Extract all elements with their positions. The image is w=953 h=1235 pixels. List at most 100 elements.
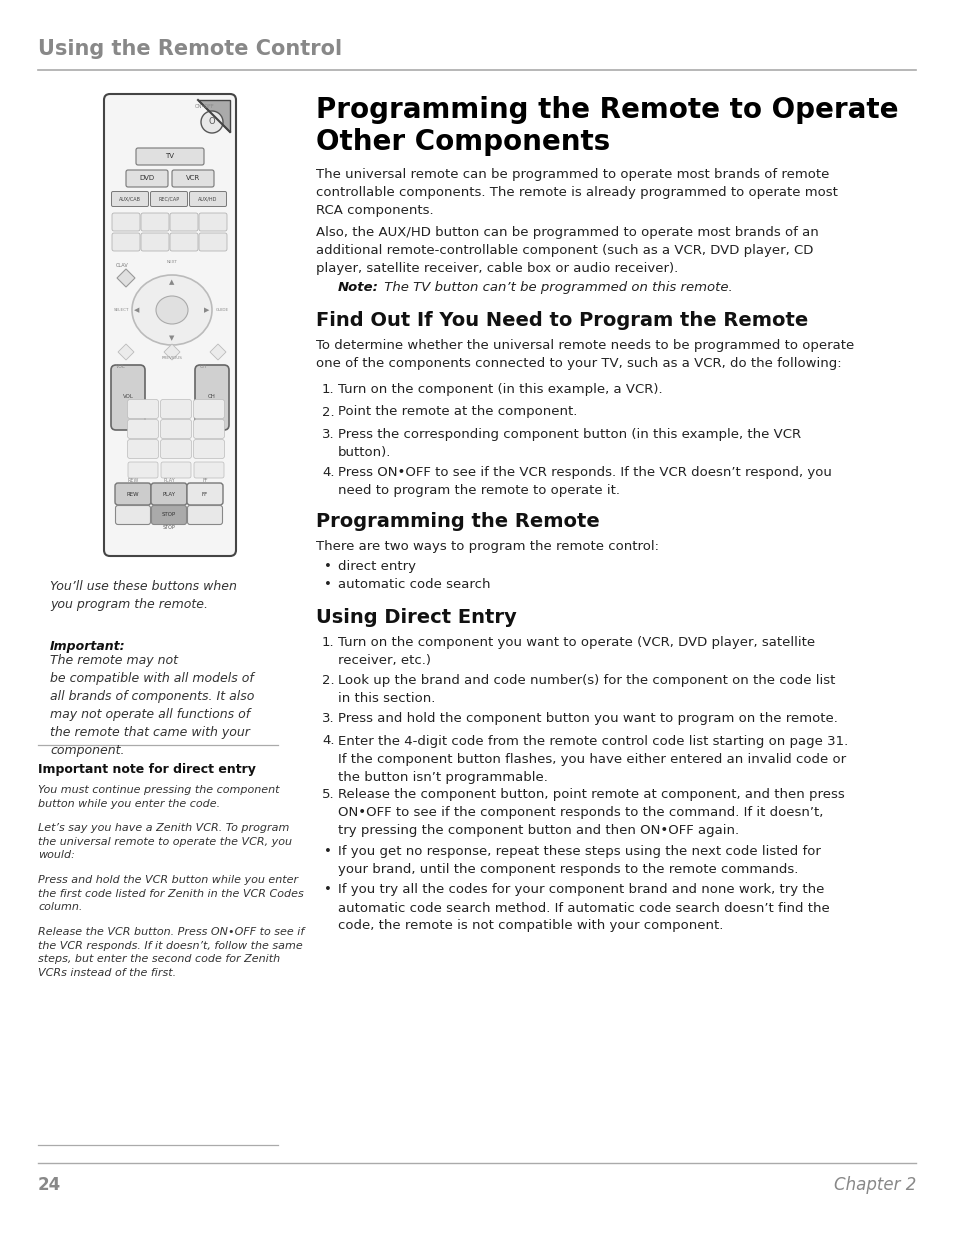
FancyBboxPatch shape (199, 233, 227, 251)
Text: GUIDE: GUIDE (215, 308, 229, 312)
Text: Point the remote at the component.: Point the remote at the component. (337, 405, 577, 419)
Text: Note:: Note: (337, 282, 378, 294)
FancyBboxPatch shape (128, 440, 158, 458)
Ellipse shape (156, 296, 188, 324)
Text: STOP: STOP (162, 525, 175, 530)
Text: Chapter 2: Chapter 2 (833, 1176, 915, 1194)
Text: 5.: 5. (322, 788, 335, 802)
Text: direct entry: direct entry (337, 559, 416, 573)
Text: You must continue pressing the component
button while you enter the code.: You must continue pressing the component… (38, 785, 279, 809)
Text: 24: 24 (38, 1176, 61, 1194)
Text: SELECT: SELECT (114, 308, 130, 312)
Text: 4.: 4. (322, 735, 335, 747)
Text: VOL: VOL (122, 394, 133, 399)
Text: CH: CH (200, 364, 207, 369)
Text: AUX/HD: AUX/HD (198, 196, 217, 201)
Text: Programming the Remote to Operate: Programming the Remote to Operate (315, 96, 898, 124)
FancyBboxPatch shape (190, 191, 226, 206)
FancyBboxPatch shape (172, 170, 213, 186)
FancyBboxPatch shape (136, 148, 204, 165)
Text: PLAY: PLAY (163, 478, 174, 483)
Text: Enter the 4-digit code from the remote control code list starting on page 31.
If: Enter the 4-digit code from the remote c… (337, 735, 847, 783)
FancyBboxPatch shape (151, 191, 188, 206)
Text: Press and hold the VCR button while you enter
the first code listed for Zenith i: Press and hold the VCR button while you … (38, 876, 303, 913)
Text: Programming the Remote: Programming the Remote (315, 513, 599, 531)
FancyBboxPatch shape (128, 420, 158, 438)
Text: •: • (324, 883, 332, 897)
Text: FF: FF (202, 492, 208, 496)
Text: REW: REW (127, 478, 138, 483)
FancyBboxPatch shape (112, 233, 140, 251)
Text: PREVIOUS: PREVIOUS (161, 356, 182, 359)
Text: Release the component button, point remote at component, and then press
ON•OFF t: Release the component button, point remo… (337, 788, 843, 837)
FancyBboxPatch shape (193, 399, 224, 419)
Polygon shape (210, 345, 226, 359)
Text: •: • (324, 578, 332, 592)
Text: automatic code search: automatic code search (337, 578, 490, 592)
Text: Press ON•OFF to see if the VCR responds. If the VCR doesn’t respond, you
need to: Press ON•OFF to see if the VCR responds.… (337, 466, 831, 496)
FancyBboxPatch shape (160, 420, 192, 438)
Text: If you try all the codes for your component brand and none work, try the
automat: If you try all the codes for your compon… (337, 883, 829, 932)
FancyBboxPatch shape (160, 399, 192, 419)
Text: ▶: ▶ (204, 308, 210, 312)
Text: •: • (324, 846, 332, 858)
Text: •: • (324, 559, 332, 573)
Text: VCR: VCR (186, 175, 200, 182)
Text: To determine whether the universal remote needs to be programmed to operate
one : To determine whether the universal remot… (315, 338, 853, 370)
Text: Turn on the component (in this example, a VCR).: Turn on the component (in this example, … (337, 383, 662, 396)
FancyBboxPatch shape (170, 233, 198, 251)
Text: Using Direct Entry: Using Direct Entry (315, 608, 517, 627)
Text: ON•OFF: ON•OFF (194, 104, 214, 109)
Text: Release the VCR button. Press ON•OFF to see if
the VCR responds. If it doesn’t, : Release the VCR button. Press ON•OFF to … (38, 927, 304, 978)
FancyBboxPatch shape (115, 505, 151, 525)
Text: 3.: 3. (322, 429, 335, 441)
Text: FF: FF (202, 478, 208, 483)
FancyBboxPatch shape (112, 191, 149, 206)
Text: Find Out If You Need to Program the Remote: Find Out If You Need to Program the Remo… (315, 311, 807, 330)
Polygon shape (118, 345, 133, 359)
FancyBboxPatch shape (126, 170, 168, 186)
Text: CH: CH (208, 394, 215, 399)
Text: There are two ways to program the remote control:: There are two ways to program the remote… (315, 540, 659, 553)
Polygon shape (198, 100, 230, 132)
FancyBboxPatch shape (115, 483, 151, 505)
FancyBboxPatch shape (193, 440, 224, 458)
Text: 2.: 2. (322, 674, 335, 687)
Text: VOL: VOL (116, 364, 126, 369)
Text: 1.: 1. (322, 636, 335, 650)
Text: Press the corresponding component button (in this example, the VCR
button).: Press the corresponding component button… (337, 429, 801, 459)
Text: STOP: STOP (162, 513, 176, 517)
FancyBboxPatch shape (128, 399, 158, 419)
Text: Using the Remote Control: Using the Remote Control (38, 40, 342, 59)
Text: The universal remote can be programmed to operate most brands of remote
controll: The universal remote can be programmed t… (315, 168, 837, 217)
FancyBboxPatch shape (141, 233, 169, 251)
Text: DVD: DVD (139, 175, 154, 182)
Ellipse shape (132, 275, 212, 345)
Text: TV: TV (165, 153, 174, 159)
FancyBboxPatch shape (112, 212, 140, 231)
Text: Turn on the component you want to operate (VCR, DVD player, satellite
receiver, : Turn on the component you want to operat… (337, 636, 814, 667)
Text: Also, the AUX/HD button can be programmed to operate most brands of an
additiona: Also, the AUX/HD button can be programme… (315, 226, 818, 275)
Text: Important:: Important: (50, 640, 126, 653)
Text: You’ll use these buttons when
you program the remote.: You’ll use these buttons when you progra… (50, 580, 236, 611)
FancyBboxPatch shape (152, 505, 186, 525)
FancyBboxPatch shape (111, 366, 145, 430)
Text: Look up the brand and code number(s) for the component on the code list
in this : Look up the brand and code number(s) for… (337, 674, 835, 705)
Polygon shape (164, 345, 180, 359)
Text: REW: REW (127, 492, 139, 496)
Text: 3.: 3. (322, 713, 335, 725)
FancyBboxPatch shape (187, 483, 223, 505)
Text: The remote may not
be compatible with all models of
all brands of components. It: The remote may not be compatible with al… (50, 655, 254, 757)
Text: The TV button can’t be programmed on this remote.: The TV button can’t be programmed on thi… (379, 282, 732, 294)
Text: ▼: ▼ (169, 335, 174, 341)
Text: 2.: 2. (322, 405, 335, 419)
Text: 4.: 4. (322, 466, 335, 479)
Text: O: O (209, 117, 215, 126)
FancyBboxPatch shape (141, 212, 169, 231)
Text: 1.: 1. (322, 383, 335, 396)
FancyBboxPatch shape (170, 212, 198, 231)
Text: If you get no response, repeat these steps using the next code listed for
your b: If you get no response, repeat these ste… (337, 846, 820, 877)
FancyBboxPatch shape (199, 212, 227, 231)
FancyBboxPatch shape (104, 94, 235, 556)
Text: Other Components: Other Components (315, 128, 610, 156)
